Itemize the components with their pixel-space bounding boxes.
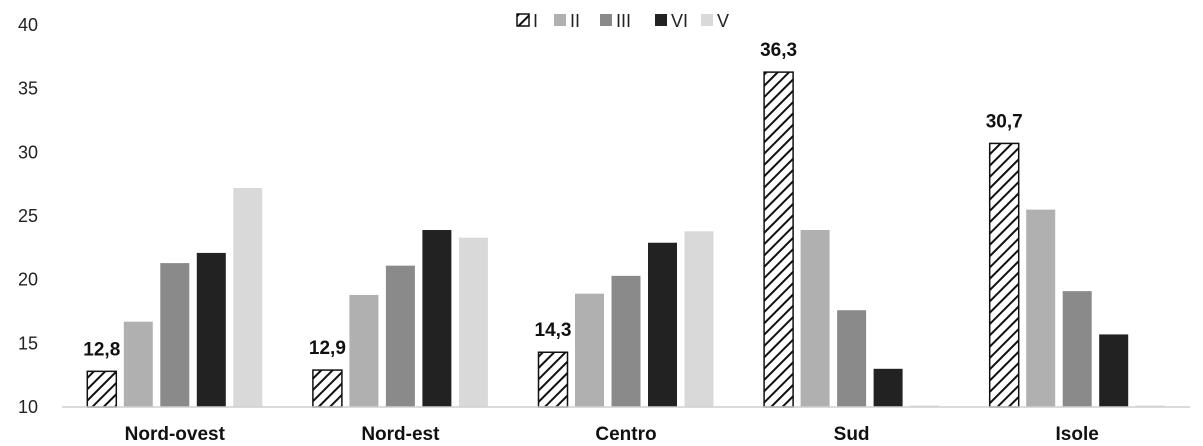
bar-III-centro xyxy=(611,275,641,407)
x-category-label: Nord-est xyxy=(361,424,440,445)
bar-VI-nord-ovest xyxy=(196,252,226,407)
legend-swatch-VI xyxy=(655,14,667,26)
bar-I-nord-ovest xyxy=(86,370,118,408)
y-tick-label: 40 xyxy=(18,15,38,35)
data-label: 30,7 xyxy=(986,111,1023,132)
bar-III-nord-est xyxy=(385,265,415,407)
legend-swatch-III xyxy=(600,14,612,26)
bar-I-isole xyxy=(988,142,1020,408)
data-label: 36,3 xyxy=(760,40,797,61)
bar-VI-isole xyxy=(1099,334,1129,407)
bar-II-centro xyxy=(575,293,604,407)
bar-VI-sud xyxy=(873,368,903,407)
legend-label: VI xyxy=(671,11,688,31)
y-tick-label: 35 xyxy=(18,79,38,99)
y-tick-label: 15 xyxy=(18,333,38,353)
x-category-label: Nord-ovest xyxy=(125,424,226,445)
y-tick-label: 20 xyxy=(18,270,38,290)
y-tick-label: 10 xyxy=(18,397,38,417)
bar-VI-nord-est xyxy=(422,230,452,407)
x-category-label: Centro xyxy=(595,424,656,445)
bar-III-isole xyxy=(1062,291,1092,407)
legend-label: I xyxy=(533,11,538,31)
data-label: 12,9 xyxy=(309,338,346,359)
legend-label: V xyxy=(717,11,729,31)
x-category-label: Isole xyxy=(1056,424,1099,445)
legend-swatch-II xyxy=(554,14,566,26)
bar-I-nord-est xyxy=(312,369,343,408)
legend-label: II xyxy=(570,11,580,31)
bar-I-sud xyxy=(763,71,794,408)
bar-III-sud xyxy=(837,310,867,407)
data-label: 14,3 xyxy=(535,320,572,341)
bar-V-nord-ovest xyxy=(233,187,263,407)
bar-II-nord-ovest xyxy=(123,321,153,407)
legend-label: III xyxy=(616,11,631,31)
bar-III-nord-ovest xyxy=(160,263,190,407)
bar-V-nord-est xyxy=(458,237,488,407)
x-category-label: Sud xyxy=(834,424,870,445)
bar-VI-centro xyxy=(648,242,677,407)
bar-V-centro xyxy=(684,231,714,407)
bar-II-nord-est xyxy=(349,294,379,407)
legend-swatch-I xyxy=(516,13,530,27)
plot-area: 10 15 20 25 30 35 40 12,8 Nord-ovest 12,9 Nord-est… xyxy=(18,15,1190,445)
legend-swatch-V xyxy=(701,14,713,26)
bar-II-isole xyxy=(1026,209,1056,407)
legend: I II III VI V xyxy=(516,11,729,31)
bar-II-sud xyxy=(800,230,830,407)
y-tick-label: 30 xyxy=(18,142,38,162)
bar-I-centro xyxy=(537,351,569,408)
y-tick-label: 25 xyxy=(18,206,38,226)
data-label: 12,8 xyxy=(83,339,120,360)
